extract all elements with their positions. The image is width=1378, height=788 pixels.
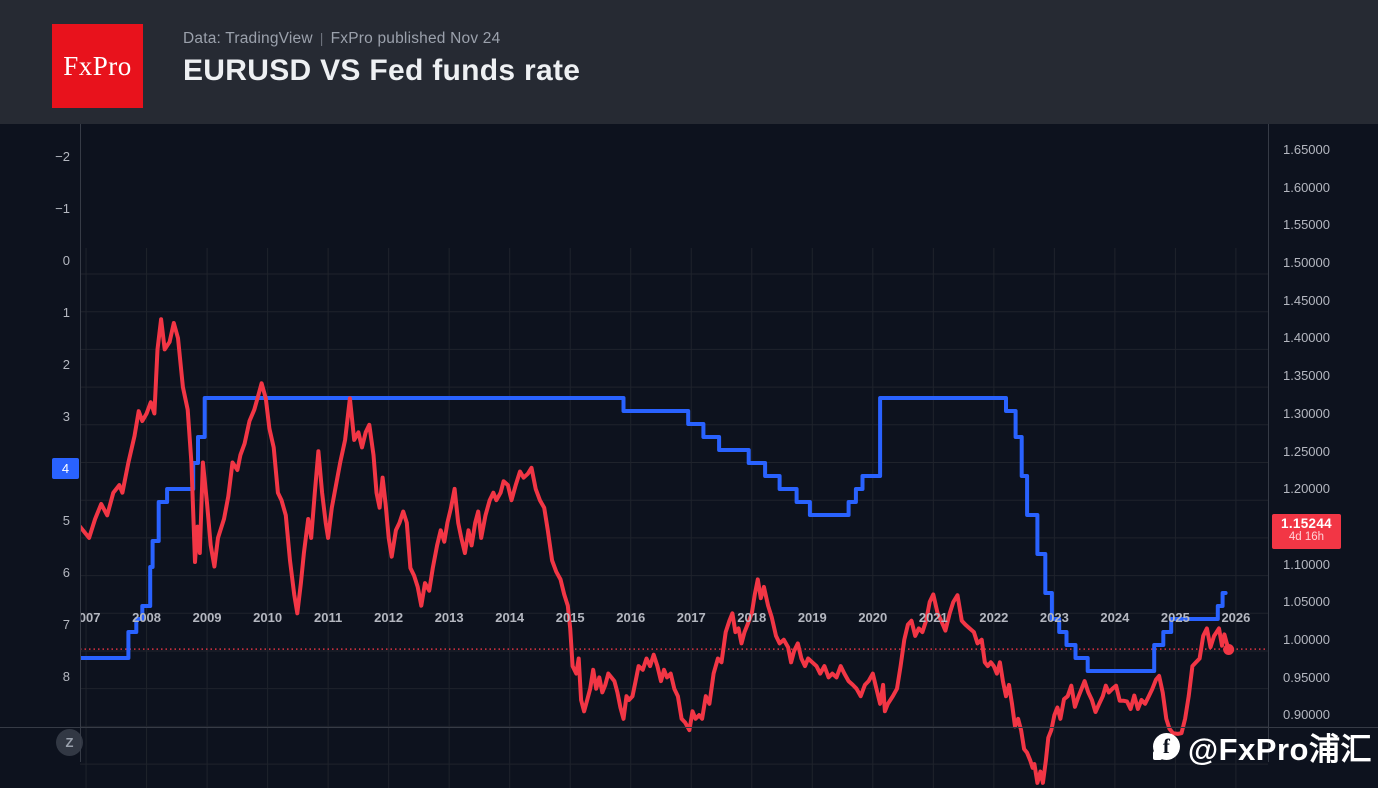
x-axis-label: 2011 (314, 610, 343, 625)
header-text-block: Data: TradingView | FxPro published Nov 24… (183, 30, 580, 88)
x-axis-label: 2020 (858, 610, 888, 625)
left-scale-separator (80, 124, 81, 762)
fxpro-watermark: f @FxPro浦汇 (1152, 724, 1372, 769)
last-price-age: 4d 16h (1288, 531, 1325, 544)
left-axis-label: 8 (62, 668, 70, 684)
x-axis-label: 2021 (918, 610, 948, 625)
left-axis-label: 7 (62, 616, 70, 632)
facebook-f-glyph: f (1162, 734, 1170, 758)
x-axis-label: 2024 (1100, 610, 1130, 625)
left-axis-label: 3 (62, 408, 70, 424)
left-axis-label: 5 (62, 512, 70, 528)
page-title: EURUSD VS Fed funds rate (183, 54, 581, 87)
x-axis-label: 2012 (374, 610, 404, 625)
fed-rate-axis-value: 4 (61, 461, 70, 477)
right-axis-label: 1.40000 (1283, 330, 1330, 346)
left-axis-label: 2 (62, 357, 70, 372)
right-axis-label: 1.20000 (1283, 481, 1330, 497)
x-axis-label: 2013 (434, 610, 464, 625)
time-scale[interactable]: 2007 2008 2009 2010 2011 2012 2013 2014 2015 2016… (80, 603, 1268, 643)
right-axis-label: 1.60000 (1283, 179, 1330, 195)
fxpro-logo: FxPro (52, 24, 143, 108)
right-scale-separator (1268, 124, 1269, 762)
left-axis-label: −2 (55, 149, 70, 165)
left-axis-label: −1 (55, 201, 70, 216)
x-axis-label: 2017 (676, 610, 706, 625)
fxpro-logo-text: FxPro (63, 50, 132, 81)
x-axis-label: 2019 (797, 610, 827, 625)
header: FxPro Data: TradingView | FxPro published … (0, 0, 1378, 124)
fed-rate-axis-value-tag: 4 (52, 458, 79, 480)
x-axis-label: 2009 (192, 610, 222, 625)
published-text: FxPro published Nov 24 (330, 30, 501, 47)
last-price-tag: 1.15244 4d 16h (1272, 514, 1341, 550)
left-axis-label: 1 (62, 305, 70, 320)
right-axis-label: 1.30000 (1283, 405, 1330, 421)
right-axis-label: 1.35000 (1283, 368, 1330, 384)
facebook-icon: f (1152, 733, 1180, 760)
right-axis-label: 1.55000 (1283, 217, 1330, 233)
left-axis-label: 6 (62, 564, 70, 580)
time-scale-separator (0, 727, 1378, 728)
right-axis-label: 1.25000 (1283, 443, 1330, 459)
tradingview-logo-letter: Z (65, 735, 74, 750)
x-axis-label: 2010 (253, 610, 283, 625)
chart-area[interactable]: −2 −1 0 1 2 3 4 5 6 7 8 1.65000 1.60000 1.55000 1.500… (0, 124, 1378, 788)
x-axis-label: 2022 (979, 610, 1009, 625)
x-axis-label: 2015 (555, 610, 585, 625)
right-axis-label: 0.95000 (1283, 669, 1330, 685)
eurusd-last-point-dot (1223, 643, 1235, 655)
data-source-text: Data: TradingView (183, 30, 313, 47)
watermark-handle: @FxPro浦汇 (1187, 732, 1372, 767)
x-axis-label: 2008 (132, 610, 162, 625)
x-axis-label: 2025 (1160, 610, 1190, 625)
x-axis-label: 2014 (495, 610, 525, 625)
x-axis-label: 2016 (616, 610, 646, 625)
x-axis-label: 2007 (80, 610, 101, 625)
right-axis-label: 1.65000 (1283, 142, 1330, 157)
header-subtitle: Data: TradingView | FxPro published Nov 24 (183, 30, 580, 48)
subtitle-separator: | (319, 30, 324, 46)
right-axis-label: 1.10000 (1283, 556, 1330, 572)
fedfunds-line (80, 396, 1228, 673)
x-axis-label: 2018 (737, 610, 767, 625)
x-axis-label: 2023 (1039, 610, 1069, 625)
right-axis-label: 0.90000 (1283, 707, 1330, 723)
left-axis-label: 0 (62, 253, 70, 268)
last-price-value: 1.15244 (1281, 516, 1332, 532)
right-axis-label: 1.00000 (1283, 632, 1330, 648)
chart-canvas[interactable] (0, 124, 1378, 788)
x-axis-label: 2026 (1221, 610, 1251, 625)
tradingview-logo-button[interactable]: Z (56, 729, 83, 756)
eurusd-line (80, 317, 1231, 785)
right-axis-label: 1.50000 (1283, 255, 1330, 271)
right-axis-label: 1.05000 (1283, 594, 1330, 610)
right-axis-label: 1.45000 (1283, 292, 1330, 308)
